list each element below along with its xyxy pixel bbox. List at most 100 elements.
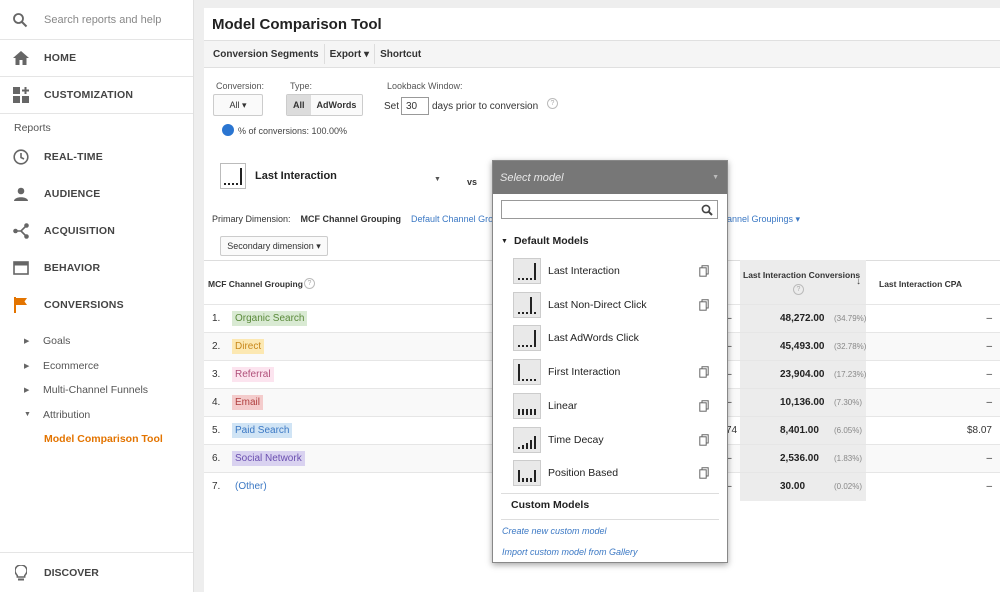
nav-model-comparison[interactable]: Model Comparison Tool bbox=[0, 427, 193, 452]
nav-acquisition[interactable]: ACQUISITION bbox=[0, 212, 193, 249]
export-button[interactable]: Export ▾ bbox=[325, 44, 376, 64]
nav-conversions[interactable]: CONVERSIONS bbox=[0, 286, 193, 323]
nav-conversions-label: CONVERSIONS bbox=[44, 298, 124, 311]
type-all-button[interactable]: All bbox=[287, 95, 311, 115]
shortcut-button[interactable]: Shortcut bbox=[380, 48, 422, 60]
model-option[interactable]: Time Decay bbox=[513, 426, 713, 454]
nav-mcf[interactable]: ▶ Multi-Channel Funnels bbox=[0, 378, 193, 403]
conversions-percent: (0.02%) bbox=[834, 482, 863, 491]
conversions-value: 45,493.00 bbox=[780, 341, 825, 352]
dashboard-icon bbox=[12, 86, 30, 104]
channel-groupings-link[interactable]: hannel Groupings ▾ bbox=[722, 214, 801, 224]
channel-label[interactable]: (Other) bbox=[235, 481, 267, 492]
default-channel-grouping-link[interactable]: Default Channel Grouping bbox=[411, 214, 516, 224]
cpa-value: – bbox=[986, 341, 992, 352]
model-thumbnail bbox=[513, 291, 541, 318]
nav-goals[interactable]: ▶ Goals bbox=[0, 329, 193, 354]
row-value: – bbox=[726, 481, 732, 492]
model-option[interactable]: Last Non-Direct Click bbox=[513, 291, 713, 319]
help-icon[interactable]: ? bbox=[793, 284, 804, 295]
primary-dimension-row: Primary Dimension: MCF Channel Grouping … bbox=[212, 214, 515, 224]
conversions-cell: 2,536.00 (1.83%) bbox=[740, 445, 866, 473]
copy-icon[interactable] bbox=[699, 366, 709, 378]
copy-icon[interactable] bbox=[699, 400, 709, 412]
search-bar[interactable]: Search reports and help bbox=[0, 0, 193, 40]
copy-icon[interactable] bbox=[699, 265, 709, 277]
primary-dimension-label: Primary Dimension: bbox=[212, 214, 291, 224]
default-models-label: Default Models bbox=[513, 235, 589, 247]
type-adwords-button[interactable]: AdWords bbox=[310, 95, 363, 115]
model-option[interactable]: Last AdWords Click bbox=[513, 324, 713, 352]
flag-icon bbox=[12, 296, 30, 314]
nav-attribution[interactable]: ▼ Attribution bbox=[0, 403, 193, 428]
nav-behavior[interactable]: BEHAVIOR bbox=[0, 249, 193, 286]
model-option[interactable]: First Interaction bbox=[513, 358, 713, 386]
model-option[interactable]: Last Interaction bbox=[513, 257, 713, 285]
type-toggle: All AdWords bbox=[286, 94, 364, 116]
conversions-value: 2,536.00 bbox=[780, 453, 819, 464]
nav-home[interactable]: HOME bbox=[0, 40, 193, 77]
model-option[interactable]: Position Based bbox=[513, 459, 713, 487]
lookback-set-label: Set bbox=[384, 101, 400, 112]
col-channel-header[interactable]: MCF Channel Grouping bbox=[208, 279, 303, 289]
model-bars-icon bbox=[518, 364, 536, 382]
nav-discover-label: DISCOVER bbox=[44, 566, 99, 579]
conversions-value: 10,136.00 bbox=[780, 397, 825, 408]
copy-icon[interactable] bbox=[699, 298, 709, 311]
channel-label[interactable]: Email bbox=[232, 395, 264, 410]
col-conversions-header[interactable]: Last Interaction Conversions bbox=[743, 270, 861, 280]
pie-icon bbox=[222, 124, 234, 136]
channel-label[interactable]: Social Network bbox=[232, 451, 305, 466]
copy-icon[interactable] bbox=[699, 467, 709, 479]
nav-ecommerce[interactable]: ▶ Ecommerce bbox=[0, 354, 193, 379]
row-number: 2. bbox=[212, 341, 221, 352]
model-search-input[interactable] bbox=[501, 200, 718, 219]
nav-behavior-label: BEHAVIOR bbox=[44, 261, 101, 274]
type-label: Type: bbox=[290, 81, 313, 91]
create-custom-model-link[interactable]: Create new custom model bbox=[502, 526, 607, 536]
model-option[interactable]: Linear bbox=[513, 392, 713, 420]
model-left-caret-icon[interactable]: ▼ bbox=[434, 176, 441, 183]
help-icon[interactable]: ? bbox=[304, 278, 315, 289]
model-thumbnail bbox=[513, 392, 541, 419]
conversion-segments-button[interactable]: Conversion Segments bbox=[208, 44, 325, 64]
col-cpa-header[interactable]: Last Interaction CPA bbox=[879, 279, 962, 289]
secondary-dimension-dropdown[interactable]: Secondary dimension ▾ bbox=[220, 236, 328, 256]
import-custom-model-link[interactable]: Import custom model from Gallery bbox=[502, 547, 638, 557]
nav-customization[interactable]: CUSTOMIZATION bbox=[0, 77, 193, 114]
channel-label[interactable]: Direct bbox=[232, 339, 265, 354]
lookback-days-input[interactable]: 30 bbox=[401, 97, 429, 115]
cpa-value: $8.07 bbox=[966, 425, 992, 436]
conversion-dropdown[interactable]: All ▾ bbox=[213, 94, 263, 116]
conversions-percent: (6.05%) bbox=[834, 426, 863, 435]
help-icon[interactable]: ? bbox=[547, 98, 558, 109]
row-number: 6. bbox=[212, 453, 221, 464]
nav-goals-label: Goals bbox=[43, 335, 71, 348]
person-icon bbox=[12, 185, 30, 203]
row-value: – bbox=[726, 341, 732, 352]
cpa-value: – bbox=[986, 481, 992, 492]
model-left-label[interactable]: Last Interaction bbox=[255, 170, 337, 182]
channel-label[interactable]: Referral bbox=[232, 367, 274, 382]
copy-icon[interactable] bbox=[699, 433, 709, 446]
triangle-right-icon: ▶ bbox=[24, 362, 30, 370]
default-models-group[interactable]: ▼ Default Models bbox=[501, 235, 589, 247]
model-option-label: Last Interaction bbox=[548, 265, 620, 277]
channel-label[interactable]: Paid Search bbox=[232, 423, 293, 438]
lightbulb-icon bbox=[12, 564, 30, 582]
nav-discover[interactable]: DISCOVER bbox=[0, 552, 193, 592]
model-bars-icon bbox=[518, 470, 536, 483]
row-number: 4. bbox=[212, 397, 221, 408]
sort-down-icon[interactable]: ↓ bbox=[856, 276, 861, 287]
nav-audience[interactable]: AUDIENCE bbox=[0, 175, 193, 212]
model-bars-icon bbox=[518, 435, 536, 449]
model-option-label: Last AdWords Click bbox=[548, 332, 639, 345]
model-select-header[interactable]: Select model ▼ bbox=[493, 161, 727, 194]
channel-label[interactable]: Organic Search bbox=[232, 311, 308, 326]
model-option-label: Last Non-Direct Click bbox=[548, 298, 647, 311]
cpa-value: – bbox=[986, 397, 992, 408]
model-thumbnail bbox=[513, 258, 541, 284]
reports-heading: Reports bbox=[14, 122, 51, 134]
nav-realtime[interactable]: REAL-TIME bbox=[0, 138, 193, 175]
nav-acquisition-label: ACQUISITION bbox=[44, 224, 116, 237]
